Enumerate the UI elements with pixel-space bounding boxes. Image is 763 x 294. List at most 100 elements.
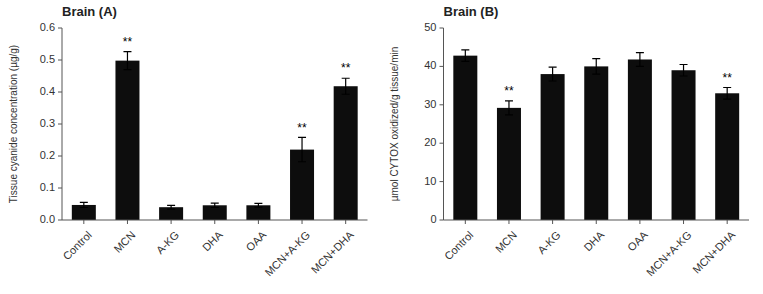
error-cap <box>123 51 131 52</box>
error-bar <box>680 64 688 76</box>
marks <box>72 52 358 220</box>
bar <box>159 207 183 220</box>
chart-title: Brain (B) <box>444 4 499 19</box>
error-bar <box>505 101 513 115</box>
x-tick <box>596 220 597 224</box>
x-tick <box>465 220 466 224</box>
x-tick-label: DHA <box>200 228 225 253</box>
error-cap <box>723 98 731 99</box>
error-line <box>639 53 640 67</box>
y-axis-label: Tissue cyanide concentration (µg/g) <box>8 45 19 203</box>
x-tick <box>127 220 128 224</box>
x-tick <box>683 220 684 224</box>
x-tick <box>302 220 303 224</box>
error-cap <box>723 87 731 88</box>
x-tick-label: MCN+A-KG <box>644 229 694 279</box>
x-tick <box>639 220 640 224</box>
error-cap <box>211 202 219 203</box>
error-cap <box>80 207 88 208</box>
error-cap <box>505 100 513 101</box>
y-tick <box>58 156 62 157</box>
error-cap <box>680 64 688 65</box>
marks <box>453 50 739 220</box>
x-tick <box>171 220 172 224</box>
x-tick-label: MCN+DHA <box>309 228 357 276</box>
error-cap <box>592 58 600 59</box>
x-tick <box>83 220 84 224</box>
significance-label: ** <box>123 35 133 49</box>
x-tick <box>214 220 215 224</box>
error-cap <box>298 137 306 138</box>
error-bar <box>461 50 469 62</box>
x-tick-label: MCN+A-KG <box>262 229 312 279</box>
x-tick-label: OAA <box>244 228 269 253</box>
chart-svg: 0.00.10.20.30.40.50.6ControlMCNA-KGDHAOA… <box>0 0 763 294</box>
y-tick-label: 50 <box>424 21 436 33</box>
bar <box>541 74 565 220</box>
error-line <box>552 67 553 81</box>
x-tick <box>258 220 259 224</box>
error-cap <box>298 161 306 162</box>
error-cap <box>505 114 513 115</box>
y-tick <box>58 124 62 125</box>
chart-title: Brain (A) <box>62 4 117 19</box>
y-tick-label: 20 <box>424 136 436 148</box>
y-tick-label: 0.1 <box>40 181 55 193</box>
y-tick-label: 30 <box>424 98 436 110</box>
error-line <box>83 202 84 207</box>
significance-label: ** <box>297 121 307 135</box>
x-tick-label: MCN+DHA <box>690 228 738 276</box>
error-line <box>465 50 466 62</box>
error-bar <box>123 52 131 70</box>
bar <box>715 93 739 220</box>
y-axis: 0.00.10.20.30.40.50.6 <box>40 21 62 225</box>
bar <box>584 66 608 220</box>
error-bar <box>80 202 88 207</box>
error-bar <box>254 203 262 207</box>
error-bar <box>211 203 219 207</box>
error-cap <box>254 207 262 208</box>
significance-label: ** <box>341 61 351 75</box>
y-tick <box>440 181 444 182</box>
error-cap <box>167 205 175 206</box>
panel: 01020304050ControlMCNA-KGDHAOAAMCN+A-KGM… <box>389 4 749 278</box>
y-tick <box>58 60 62 61</box>
error-cap <box>342 94 350 95</box>
y-tick <box>58 28 62 29</box>
x-tick-label: A-KG <box>535 229 563 257</box>
error-bar <box>342 78 350 94</box>
error-cap <box>592 73 600 74</box>
bar <box>203 205 227 220</box>
y-tick-label: 10 <box>424 175 436 187</box>
y-tick-label: 0.4 <box>40 85 55 97</box>
error-cap <box>342 78 350 79</box>
bar <box>628 59 652 220</box>
error-line <box>214 203 215 207</box>
error-cap <box>254 203 262 204</box>
error-bar <box>298 137 306 161</box>
x-tick <box>345 220 346 224</box>
bar <box>115 61 139 220</box>
x-tick-label: Control <box>60 229 94 263</box>
error-line <box>127 52 128 70</box>
y-tick <box>440 220 444 221</box>
y-tick <box>58 188 62 189</box>
bar <box>453 56 477 220</box>
y-tick <box>440 104 444 105</box>
y-axis-line <box>443 28 444 220</box>
y-tick <box>58 92 62 93</box>
y-axis-label: µmol CYTOX oxidized/g tissue/min <box>389 47 400 202</box>
y-tick-label: 0.2 <box>40 149 55 161</box>
y-tick-label: 0.6 <box>40 21 55 33</box>
y-tick-label: 0.5 <box>40 53 55 65</box>
x-tick-label: OAA <box>625 228 650 253</box>
significance-label: ** <box>723 71 733 85</box>
error-cap <box>636 66 644 67</box>
y-tick-label: 40 <box>424 59 436 71</box>
y-tick <box>440 28 444 29</box>
x-tick <box>727 220 728 224</box>
error-bar <box>167 205 175 209</box>
bar <box>497 108 521 220</box>
error-bar <box>723 88 731 100</box>
x-tick-label: DHA <box>581 228 606 253</box>
